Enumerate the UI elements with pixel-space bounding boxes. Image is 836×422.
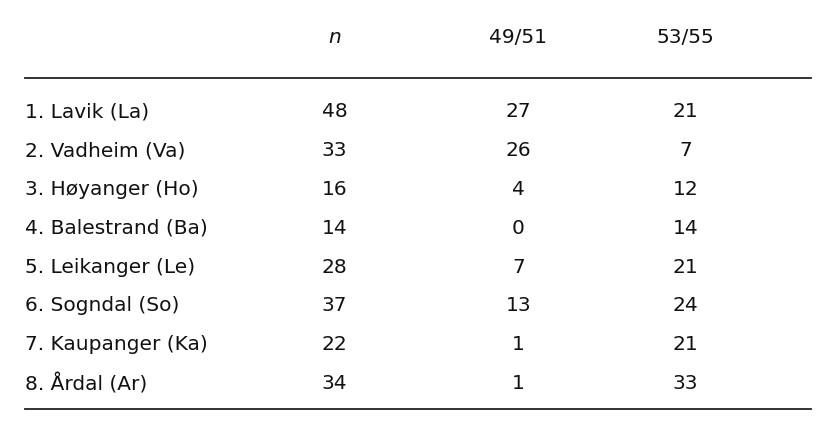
Text: n: n [328,28,341,48]
Text: 8. Årdal (Ar): 8. Årdal (Ar) [25,373,147,394]
Text: 6. Sogndal (So): 6. Sogndal (So) [25,296,180,316]
Text: 27: 27 [506,102,531,122]
Text: 33: 33 [673,374,698,393]
Text: 22: 22 [322,335,347,354]
Text: 53/55: 53/55 [656,28,715,48]
Text: 21: 21 [673,257,698,277]
Text: 3. Høyanger (Ho): 3. Høyanger (Ho) [25,180,199,199]
Text: 5. Leikanger (Le): 5. Leikanger (Le) [25,257,195,277]
Text: 24: 24 [673,296,698,316]
Text: 16: 16 [322,180,347,199]
Text: 2. Vadheim (Va): 2. Vadheim (Va) [25,141,186,160]
Text: 14: 14 [322,219,347,238]
Text: 14: 14 [673,219,698,238]
Text: 7: 7 [679,141,692,160]
Text: 49/51: 49/51 [489,28,548,48]
Text: 1. Lavik (La): 1. Lavik (La) [25,102,149,122]
Text: 4: 4 [512,180,525,199]
Text: 12: 12 [673,180,698,199]
Text: 48: 48 [322,102,347,122]
Text: 28: 28 [322,257,347,277]
Text: 37: 37 [322,296,347,316]
Text: 26: 26 [506,141,531,160]
Text: 21: 21 [673,102,698,122]
Text: 1: 1 [512,335,525,354]
Text: 4. Balestrand (Ba): 4. Balestrand (Ba) [25,219,208,238]
Text: 34: 34 [322,374,347,393]
Text: 21: 21 [673,335,698,354]
Text: 7: 7 [512,257,525,277]
Text: 13: 13 [506,296,531,316]
Text: 7. Kaupanger (Ka): 7. Kaupanger (Ka) [25,335,208,354]
Text: 33: 33 [322,141,347,160]
Text: 1: 1 [512,374,525,393]
Text: 0: 0 [512,219,525,238]
